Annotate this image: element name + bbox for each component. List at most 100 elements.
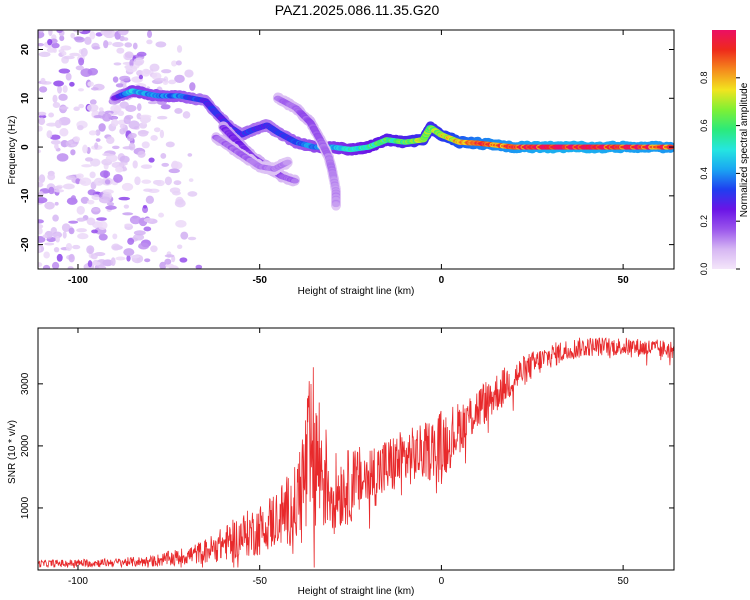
spectrogram-noise-blob xyxy=(128,120,140,130)
spectrogram-noise-blob xyxy=(153,127,161,133)
spectrogram-noise-blob xyxy=(87,260,93,268)
spectrogram-noise-blob xyxy=(188,178,194,183)
snr-series-line xyxy=(38,337,674,569)
snr-y-tick-label: 2000 xyxy=(20,434,31,457)
spectrogram-noise-blob xyxy=(164,254,175,258)
spectrogram-noise-blob xyxy=(146,39,153,45)
spectrogram-noise-blob xyxy=(115,256,126,261)
spectrogram-x-ticks: -100 -50 0 50 xyxy=(68,30,629,286)
colorbar-tick-label: 0.4 xyxy=(699,167,709,180)
spectrogram-x-tick-label: 0 xyxy=(439,275,445,286)
spectrogram-noise-blob xyxy=(75,65,85,71)
colorbar-gradient xyxy=(712,30,736,269)
spectrogram-noise-blob xyxy=(51,42,60,49)
spectrogram-noise-blob xyxy=(113,62,122,66)
spectrogram-noise-blob xyxy=(90,158,101,167)
spectrogram-noise-blob xyxy=(88,130,97,136)
spectrogram-noise-blob xyxy=(195,264,203,269)
spectrogram-noise-blob xyxy=(165,263,174,268)
spectrogram-noise-blob xyxy=(96,217,107,221)
spectrogram-noise-blob xyxy=(72,244,81,250)
spectrogram-noise-blob xyxy=(95,129,101,136)
spectrogram-noise-blob xyxy=(110,104,122,113)
spectrogram-noise-blob xyxy=(48,186,55,195)
spectrogram-noise-blob xyxy=(117,110,125,117)
spectrogram-noise-blob xyxy=(122,212,134,216)
spectrogram-noise-blob xyxy=(155,41,167,48)
spectrogram-noise-blob xyxy=(123,115,131,125)
spectrogram-noise-blob xyxy=(161,162,169,167)
spectrogram-noise-blob xyxy=(86,103,99,112)
spectrogram-noise-blob xyxy=(52,214,59,222)
spectrogram-noise-blob xyxy=(65,243,73,252)
spectrogram-y-tick-label: 10 xyxy=(20,92,31,104)
spectrogram-ridge-core xyxy=(332,201,341,208)
colorbar-tick-label: 0.8 xyxy=(699,72,709,85)
spectrogram-noise-blob xyxy=(90,87,99,91)
spectrogram-noise-blob xyxy=(40,77,46,83)
spectrogram-noise-blob xyxy=(164,176,172,186)
spectrogram-noise-blob xyxy=(38,197,48,204)
spectrogram-noise-blob xyxy=(160,104,171,110)
spectrogram-noise-blob xyxy=(112,233,118,240)
spectrogram-noise-blob xyxy=(50,139,61,145)
spectrogram-noise-blob xyxy=(123,248,135,257)
spectrogram-noise-blob xyxy=(52,48,57,53)
spectrogram-noise-blob xyxy=(143,217,154,223)
spectrogram-noise-blob xyxy=(77,125,84,131)
spectrogram-noise-blob xyxy=(100,30,113,36)
spectrogram-noise-blob xyxy=(123,37,129,41)
spectrogram-noise-blob xyxy=(69,52,80,57)
spectrogram-noise-blob xyxy=(136,51,147,57)
spectrogram-noise-blob xyxy=(46,130,53,139)
spectrogram-noise-blob xyxy=(145,195,155,204)
spectrogram-noise-blob xyxy=(67,266,74,269)
spectrogram-noise-blob xyxy=(38,182,44,188)
spectrogram-noise-blob xyxy=(38,245,41,253)
spectrogram-noise-blob xyxy=(134,176,141,186)
spectrogram-noise-blob xyxy=(164,258,172,265)
spectrogram-noise-blob xyxy=(49,134,61,140)
spectrogram-noise-blob xyxy=(93,177,104,186)
spectrogram-noise-blob xyxy=(53,80,65,87)
spectrogram-noise-blob xyxy=(38,149,42,154)
spectrogram-noise-blob xyxy=(168,168,180,174)
spectrogram-noise-blob xyxy=(165,141,175,148)
spectrogram-noise-blob xyxy=(94,142,99,150)
spectrogram-noise-blob xyxy=(105,154,118,163)
spectrogram-noise-blob xyxy=(184,69,194,78)
spectrogram-noise-blob xyxy=(78,57,85,66)
spectrogram-noise-blob xyxy=(104,179,111,185)
spectrogram-y-tick-label: 0 xyxy=(20,144,31,150)
spectrogram-noise-blob xyxy=(42,264,51,269)
spectrogram-noise-blob xyxy=(187,153,193,157)
spectrogram-noise-blob xyxy=(115,166,124,173)
spectrogram-noise-blob xyxy=(111,119,119,127)
spectrogram-x-tick-label: 50 xyxy=(618,275,630,286)
spectrogram-noise-blob xyxy=(77,233,89,240)
colorbar-label: Normalized spectral amplitude xyxy=(739,82,750,217)
spectrogram-noise-blob xyxy=(38,43,45,47)
spectrogram-noise-blob xyxy=(174,74,185,83)
spectrogram-noise-blob xyxy=(99,170,111,178)
spectrogram-noise-blob xyxy=(126,255,131,262)
spectrogram-noise-blob xyxy=(171,60,178,67)
spectrogram-noise-blob xyxy=(91,194,101,201)
spectrogram-noise-blob xyxy=(58,49,65,53)
spectrogram-noise-blob xyxy=(136,112,142,120)
spectrogram-noise-blob xyxy=(73,136,81,143)
spectrogram-noise-blob xyxy=(98,123,106,132)
spectrogram-noise-blob xyxy=(65,72,72,81)
spectrogram-noise-blob xyxy=(56,30,63,34)
spectrogram-noise-blob xyxy=(92,46,101,50)
spectrogram-noise-blob xyxy=(58,68,71,74)
spectrogram-noise-blob xyxy=(177,244,183,250)
spectrogram-noise-blob xyxy=(150,135,158,141)
spectrogram-noise-blob xyxy=(68,140,74,145)
spectrogram-noise-blob xyxy=(48,112,55,118)
spectrogram-noise-blob xyxy=(102,113,112,122)
spectrogram-noise-blob xyxy=(103,40,109,49)
spectrogram-noise-blob xyxy=(73,106,80,112)
spectrogram-noise-blob xyxy=(95,138,101,142)
